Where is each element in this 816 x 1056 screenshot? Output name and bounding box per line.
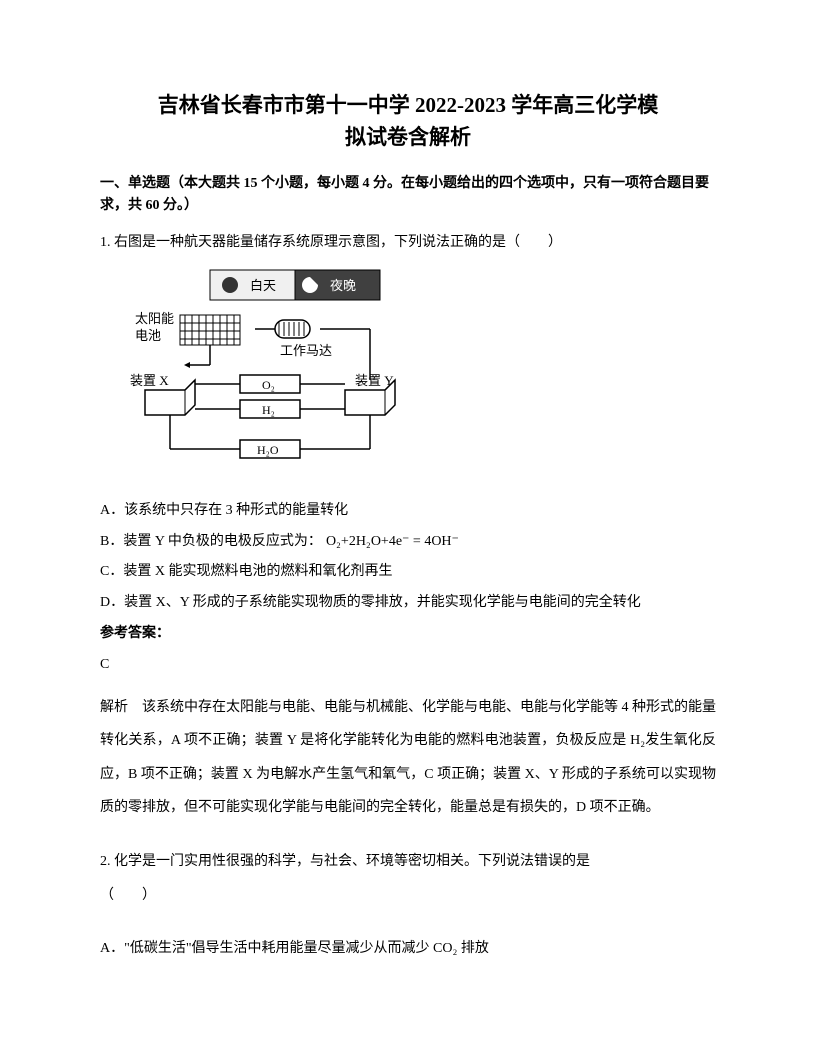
solar-label: 太阳能	[135, 311, 174, 326]
q1-answer-label: 参考答案：	[100, 619, 716, 650]
q2-blank: （ ）	[100, 879, 716, 913]
h2-label: H₂	[262, 403, 275, 417]
question-2: 2. 化学是一门实用性很强的科学，与社会、环境等密切相关。下列说法错误的是	[100, 845, 716, 879]
battery-label: 电池	[135, 328, 161, 343]
q1-number: 1.	[100, 235, 111, 250]
h2o-label: H₂O	[257, 443, 279, 457]
q1-option-b-prefix: B．装置 Y 中负极的电极反应式为：	[100, 527, 322, 558]
section-header: 一、单选题（本大题共 15 个小题，每小题 4 分。在每小题给出的四个选项中，只…	[100, 173, 716, 218]
q1-option-a: A．该系统中只存在 3 种形式的能量转化	[100, 496, 716, 527]
title-line1: 吉林省长春市市第十一中学 2022-2023 学年高三化学模	[100, 90, 716, 122]
motor-label: 工作马达	[280, 343, 332, 358]
night-label: 夜晚	[330, 278, 356, 293]
q1-body: 右图是一种航天器能量储存系统原理示意图，下列说法正确的是（ ）	[114, 235, 562, 250]
question-1: 1. 右图是一种航天器能量储存系统原理示意图，下列说法正确的是（ ） 白天 夜晚…	[100, 230, 716, 825]
q1-text: 1. 右图是一种航天器能量储存系统原理示意图，下列说法正确的是（ ）	[100, 230, 716, 255]
q1-option-b-formula: O₂+2H₂O+4e⁻ = 4OH⁻	[326, 527, 459, 558]
title-line2: 拟试卷含解析	[100, 122, 716, 154]
q2-option-a: A．"低碳生活"倡导生活中耗用能量尽量减少从而减少 CO₂ 排放	[100, 932, 716, 966]
q1-option-d: D．装置 X、Y 形成的子系统能实现物质的零排放，并能实现化学能与电能间的完全转…	[100, 588, 716, 619]
q1-explanation: 解析 该系统中存在太阳能与电能、电能与机械能、化学能与电能、电能与化学能等 4 …	[100, 691, 716, 825]
daytime-label: 白天	[250, 278, 276, 293]
q2-number: 2.	[100, 854, 111, 869]
q2-body: 化学是一门实用性很强的科学，与社会、环境等密切相关。下列说法错误的是	[114, 854, 590, 869]
q1-diagram: 白天 夜晚 太阳能 电池 工作	[130, 265, 716, 486]
q1-option-c: C．装置 X 能实现燃料电池的燃料和氧化剂再生	[100, 557, 716, 588]
device-x-label: 装置 X	[130, 373, 169, 388]
q1-answer: C	[100, 650, 716, 681]
energy-system-diagram: 白天 夜晚 太阳能 电池 工作	[130, 265, 410, 475]
device-y-label: 装置 Y	[355, 373, 394, 388]
exam-title: 吉林省长春市市第十一中学 2022-2023 学年高三化学模 拟试卷含解析	[100, 90, 716, 153]
q1-option-b: B．装置 Y 中负极的电极反应式为： O₂+2H₂O+4e⁻ = 4OH⁻	[100, 527, 716, 558]
o2-label: O₂	[262, 378, 275, 392]
